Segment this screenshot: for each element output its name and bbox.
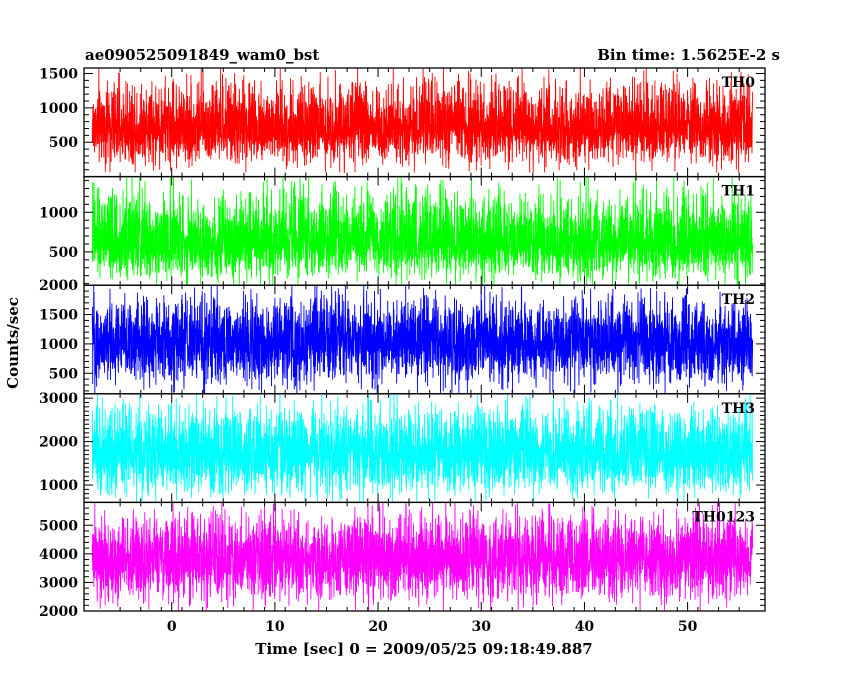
series-line-th1 (91, 176, 754, 286)
x-tick-label: 50 (678, 619, 698, 635)
y-tick-label: 1000 (39, 101, 78, 117)
panel-frame (83, 501, 766, 612)
panel-label-th3: TH3 (722, 401, 755, 417)
x-tick-label: 40 (575, 619, 595, 635)
plot-title: ae090525091849_wam0_bst (85, 46, 319, 64)
y-tick-label: 2000 (39, 278, 78, 294)
series-line-th0123 (91, 502, 754, 611)
panels-group: 50010001500TH05001000TH1500100015002000T… (39, 66, 766, 635)
panel-th2: 500 1000 1500 2000 TH2 (39, 278, 766, 395)
y-tick-label: 1000 (39, 205, 78, 221)
y-axis-label: Counts/sec (4, 297, 22, 389)
y-tick-label: 3000 (39, 391, 78, 407)
panel-th1: 500 1000 TH1 (39, 175, 766, 286)
panel-th0: 500 1000 1500 TH0 (39, 66, 766, 178)
panel-label-th0: TH0 (722, 75, 756, 91)
y-tick-label: 500 (49, 135, 78, 151)
x-tick-label: 30 (472, 619, 492, 635)
bin-time-label: Bin time: 1.5625E-2 s (597, 46, 780, 64)
y-tick-label: 3000 (39, 575, 78, 591)
series-line-th2 (91, 285, 754, 394)
y-tick-label: 1500 (39, 308, 78, 324)
y-tick-label: 500 (49, 245, 78, 261)
x-tick-label: 20 (368, 619, 388, 635)
panel-label-th1: TH1 (722, 184, 755, 200)
panel-label-th0123: TH0123 (692, 509, 755, 525)
y-tick-label: 1500 (39, 66, 78, 82)
y-tick-label: 2000 (39, 604, 78, 620)
series-line-th3 (91, 393, 754, 503)
y-tick-label: 500 (49, 366, 78, 382)
y-tick-label: 2000 (39, 435, 78, 451)
y-tick-label: 5000 (39, 518, 78, 534)
panel-label-th2: TH2 (722, 292, 755, 308)
x-tick-label: 10 (265, 619, 285, 635)
series-line-th0 (91, 68, 754, 173)
y-tick-label: 1000 (39, 337, 78, 353)
panel-th0123: 2000 3000 4000 5000 TH0123 0 10 20 30 40 50 (39, 501, 766, 635)
x-axis-label: Time [sec] 0 = 2009/05/25 09:18:49.887 (255, 640, 592, 658)
y-tick-label: 1000 (39, 478, 78, 494)
y-tick-label: 4000 (39, 547, 78, 563)
panel-th3: 1000 2000 3000 TH3 (39, 391, 766, 504)
x-tick-label: 0 (167, 619, 177, 635)
